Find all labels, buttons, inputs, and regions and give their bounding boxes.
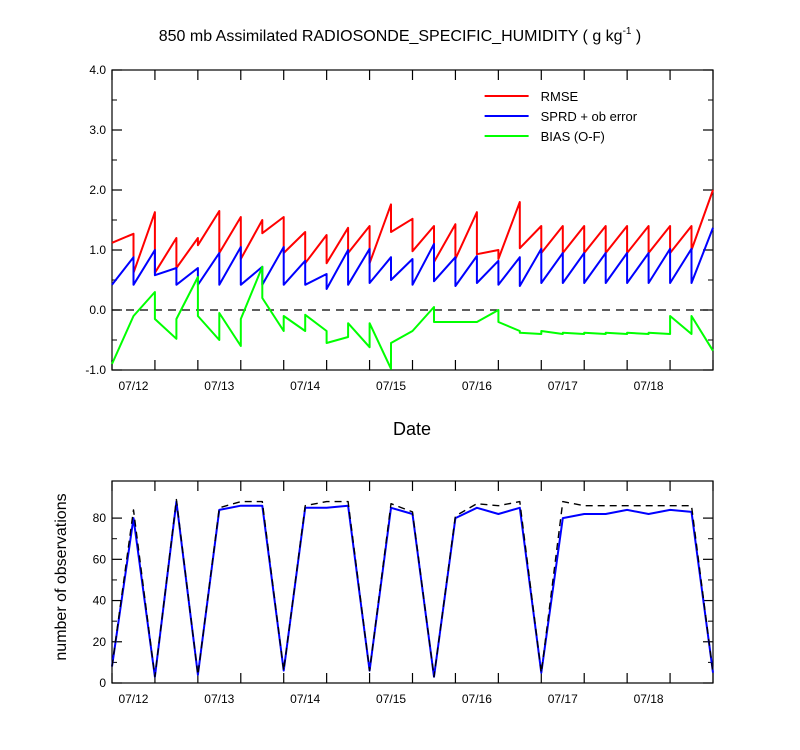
x-date-label: 07/15: [376, 692, 406, 706]
series-line-possible: [111, 498, 714, 678]
x-date-label: 07/12: [118, 692, 148, 706]
top-plot-area: -1.0 0.0 1.0 2.0 3.0 4.0 07/12 07/13 07/14 07/15 0…: [85, 63, 714, 393]
y-tick-label: 1.0: [89, 243, 106, 257]
y-tick-label: 20: [93, 635, 107, 649]
series-line-bias-o-f-: [111, 265, 714, 370]
x-date-label: 07/14: [290, 692, 320, 706]
series-line-rmse: [111, 189, 714, 274]
x-date-label: 07/12: [118, 379, 148, 393]
series-line-sprd-ob-error: [111, 227, 714, 290]
y-tick-label: 0.0: [89, 303, 106, 317]
y-tick-label: 80: [93, 511, 107, 525]
y-axis-label-observations: number of observations: [53, 493, 70, 660]
x-date-label: 07/14: [290, 379, 320, 393]
x-date-label: 07/13: [204, 379, 234, 393]
x-date-label: 07/18: [634, 379, 664, 393]
legend-label: BIAS (O-F): [541, 129, 605, 144]
legend-label: SPRD + ob error: [541, 109, 638, 124]
series-line-assimilated: [111, 500, 714, 678]
x-date-label: 07/15: [376, 379, 406, 393]
x-date-label: 07/17: [548, 379, 578, 393]
y-tick-label: 4.0: [89, 63, 106, 77]
x-date-label: 07/13: [204, 692, 234, 706]
x-date-label: 07/16: [462, 379, 492, 393]
x-axis-label: Date: [393, 419, 431, 439]
legend-label: RMSE: [541, 89, 579, 104]
chart-title: 850 mb Assimilated RADIOSONDE_SPECIFIC_H…: [159, 26, 642, 45]
y-tick-label: 40: [93, 594, 107, 608]
bottom-plot-area: 0 20 40 60 80 07/12 07/13 07/14 07/15 07/16 07/17 0…: [93, 480, 714, 706]
x-date-label: 07/18: [634, 692, 664, 706]
y-tick-label: 2.0: [89, 183, 106, 197]
y-tick-label: 3.0: [89, 123, 106, 137]
y-tick-label: -1.0: [85, 363, 106, 377]
y-tick-label: 0: [99, 676, 106, 690]
x-date-label: 07/16: [462, 692, 492, 706]
y-tick-label: 60: [93, 552, 107, 566]
x-date-label: 07/17: [548, 692, 578, 706]
